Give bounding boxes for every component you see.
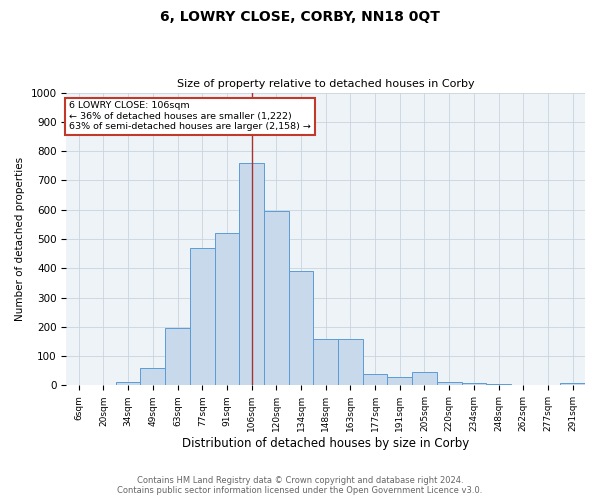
Bar — [190, 248, 215, 386]
Bar — [289, 271, 313, 386]
Bar — [560, 384, 585, 386]
Title: Size of property relative to detached houses in Corby: Size of property relative to detached ho… — [177, 79, 475, 89]
Bar — [511, 385, 536, 386]
Text: Contains HM Land Registry data © Crown copyright and database right 2024.
Contai: Contains HM Land Registry data © Crown c… — [118, 476, 482, 495]
Text: 6, LOWRY CLOSE, CORBY, NN18 0QT: 6, LOWRY CLOSE, CORBY, NN18 0QT — [160, 10, 440, 24]
Bar — [461, 383, 486, 386]
Bar — [338, 338, 363, 386]
Bar — [313, 338, 338, 386]
Bar — [116, 382, 140, 386]
Bar — [437, 382, 461, 386]
Bar — [388, 376, 412, 386]
Y-axis label: Number of detached properties: Number of detached properties — [15, 157, 25, 321]
Bar — [239, 163, 264, 386]
X-axis label: Distribution of detached houses by size in Corby: Distribution of detached houses by size … — [182, 437, 469, 450]
Bar — [140, 368, 165, 386]
Bar — [165, 328, 190, 386]
Bar — [264, 211, 289, 386]
Text: 6 LOWRY CLOSE: 106sqm
← 36% of detached houses are smaller (1,222)
63% of semi-d: 6 LOWRY CLOSE: 106sqm ← 36% of detached … — [69, 102, 311, 131]
Bar — [536, 385, 560, 386]
Bar — [363, 374, 388, 386]
Bar — [486, 384, 511, 386]
Bar — [215, 233, 239, 386]
Bar — [412, 372, 437, 386]
